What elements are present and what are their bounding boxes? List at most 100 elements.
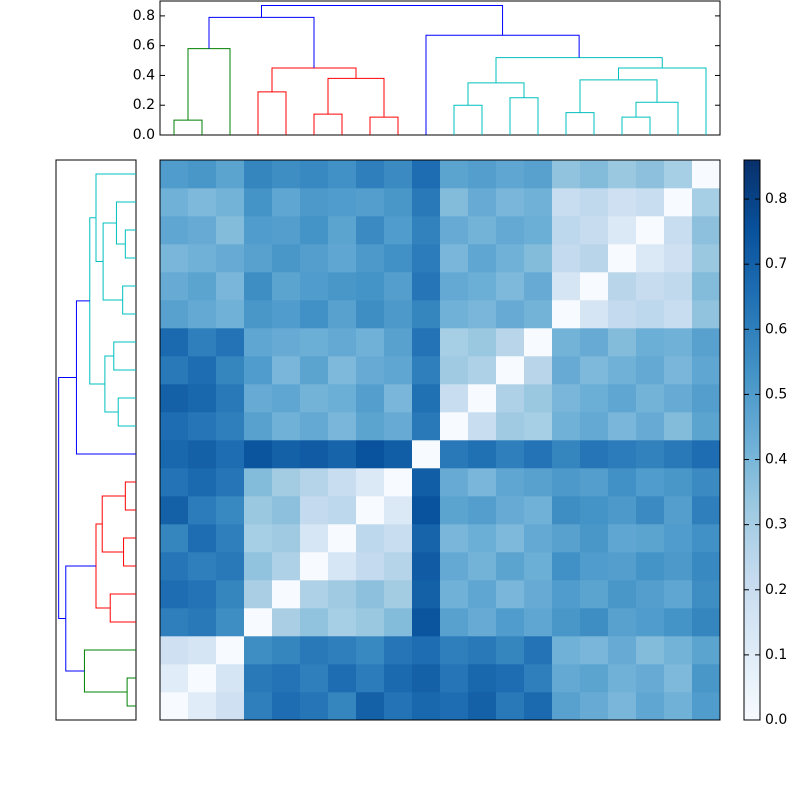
heatmap-cell (244, 692, 273, 721)
heatmap-cell (356, 496, 385, 525)
heatmap-cell (664, 468, 693, 497)
heatmap-cell (580, 216, 609, 245)
heatmap-cell (160, 692, 189, 721)
heatmap-cell (664, 552, 693, 581)
heatmap-cell (300, 664, 329, 693)
heatmap-cell (524, 160, 553, 189)
left-dendrogram-link (104, 355, 119, 413)
heatmap-cell (608, 272, 637, 301)
heatmap-cell (524, 664, 553, 693)
heatmap-cell (216, 188, 245, 217)
heatmap-cell (496, 384, 525, 413)
heatmap-cell (384, 608, 413, 637)
heatmap-cell (496, 580, 525, 609)
heatmap-cell (636, 160, 665, 189)
heatmap-cell (356, 580, 385, 609)
heatmap-cell (636, 636, 665, 665)
heatmap-cell (664, 608, 693, 637)
heatmap-cell (188, 328, 217, 357)
left-dendrogram-link (117, 397, 136, 427)
heatmap-cell (328, 524, 357, 553)
heatmap-cell (692, 524, 721, 553)
heatmap-cell (216, 272, 245, 301)
heatmap-cell (468, 188, 497, 217)
heatmap-cell (664, 496, 693, 525)
heatmap-cell (524, 552, 553, 581)
heatmap-cell (412, 356, 441, 385)
top-dendrogram-link (313, 113, 343, 135)
heatmap-cell (328, 216, 357, 245)
heatmap-cell (216, 692, 245, 721)
heatmap-cell (692, 440, 721, 469)
heatmap-cell (384, 272, 413, 301)
heatmap-cell (636, 496, 665, 525)
heatmap-cell (440, 496, 469, 525)
heatmap-cell (384, 440, 413, 469)
heatmap-cell (608, 468, 637, 497)
heatmap-cell (356, 412, 385, 441)
heatmap-cell (496, 692, 525, 721)
heatmap-cell (216, 300, 245, 329)
heatmap-cell (272, 692, 301, 721)
heatmap-cell (328, 664, 357, 693)
heatmap-cell (328, 636, 357, 665)
heatmap-cell (384, 552, 413, 581)
heatmap-cell (160, 356, 189, 385)
heatmap-cell (328, 272, 357, 301)
left-dendrogram-link (126, 677, 136, 707)
heatmap-cell (188, 272, 217, 301)
heatmap-cell (524, 440, 553, 469)
heatmap-cell (608, 328, 637, 357)
left-dendrogram-link (113, 341, 136, 371)
heatmap-cell (356, 300, 385, 329)
heatmap-cell (188, 300, 217, 329)
left-dendrogram-link (115, 201, 136, 245)
heatmap-cell (188, 188, 217, 217)
heatmap-cell (300, 468, 329, 497)
heatmap-cell (244, 636, 273, 665)
heatmap-cell (636, 552, 665, 581)
top-dendrogram-link (453, 104, 483, 135)
heatmap-cell (692, 468, 721, 497)
heatmap-cell (608, 552, 637, 581)
heatmap-cell (524, 300, 553, 329)
heatmap-cell (692, 272, 721, 301)
heatmap-cell (608, 384, 637, 413)
colorbar-tick-label: 0.1 (765, 647, 787, 663)
heatmap-cell (552, 216, 581, 245)
heatmap-cell (216, 664, 245, 693)
heatmap-cell (608, 300, 637, 329)
heatmap-cell (300, 608, 329, 637)
heatmap-cell (664, 524, 693, 553)
heatmap-cell (440, 216, 469, 245)
heatmap-cell (664, 244, 693, 273)
top-dendrogram-link (495, 57, 663, 83)
heatmap-cell (300, 244, 329, 273)
heatmap-cell (552, 300, 581, 329)
colorbar-tick-label: 0.5 (765, 386, 787, 402)
heatmap-cell (216, 356, 245, 385)
colorbar-tick-label: 0.6 (765, 321, 787, 337)
heatmap-cell (692, 496, 721, 525)
heatmap-cell (188, 608, 217, 637)
heatmap-cell (524, 468, 553, 497)
heatmap-cell (524, 636, 553, 665)
left-dendrogram-link (123, 537, 136, 567)
heatmap-cell (580, 664, 609, 693)
heatmap-cell (216, 636, 245, 665)
heatmap-cell (580, 440, 609, 469)
heatmap-cell (440, 356, 469, 385)
top-dendrogram-link (425, 34, 580, 135)
heatmap-cell (524, 412, 553, 441)
heatmap-cell (300, 160, 329, 189)
heatmap-cell (440, 160, 469, 189)
heatmap-cell (580, 300, 609, 329)
heatmap-cell (524, 188, 553, 217)
heatmap-cell (608, 580, 637, 609)
heatmap-cell (216, 412, 245, 441)
y-tick-label: 0.8 (133, 8, 155, 24)
heatmap-cell (356, 692, 385, 721)
heatmap (160, 160, 721, 721)
heatmap-cell (272, 300, 301, 329)
heatmap-cell (188, 692, 217, 721)
